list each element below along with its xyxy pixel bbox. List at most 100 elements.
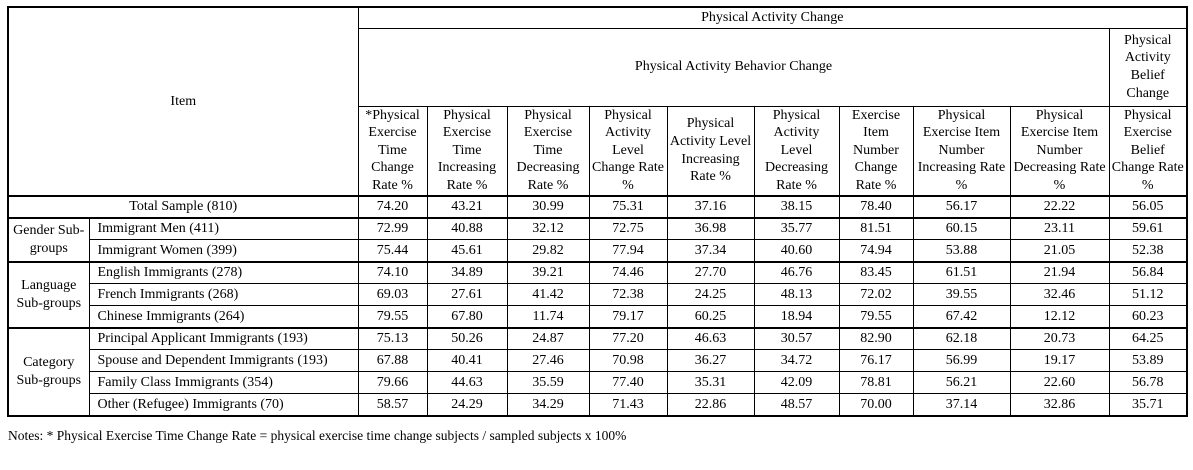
data-cell: 77.40 (588, 371, 668, 395)
data-cell: 56.84 (1108, 260, 1188, 285)
data-cell: 22.22 (1009, 195, 1110, 219)
data-cell: 43.21 (426, 195, 508, 219)
data-cell: 35.31 (666, 371, 755, 395)
data-cell: 36.98 (666, 216, 755, 241)
data-cell: 79.55 (357, 305, 428, 329)
table-row: French Immigrants (268) 69.03 27.61 41.4… (8, 283, 1188, 307)
data-cell: 48.57 (753, 393, 840, 417)
data-cell: 46.63 (666, 326, 755, 351)
data-cell: 67.88 (357, 349, 428, 373)
table-row: Immigrant Women (399) 75.44 45.61 29.82 … (8, 239, 1188, 263)
data-cell: 52.38 (1108, 239, 1188, 263)
data-cell: 38.15 (753, 195, 840, 219)
data-cell: 22.60 (1009, 371, 1110, 395)
column-header: Physical Exercise Time Increasing Rate % (426, 105, 508, 197)
row-label: Spouse and Dependent Immigrants (193) (88, 349, 359, 373)
data-cell: 46.76 (753, 260, 840, 285)
data-cell: 60.15 (912, 216, 1011, 241)
data-cell: 70.98 (588, 349, 668, 373)
data-cell: 67.42 (912, 305, 1011, 329)
data-cell: 60.25 (666, 305, 755, 329)
data-cell: 74.10 (357, 260, 428, 285)
behavior-header-cell: Physical Activity Behavior Change (357, 27, 1110, 107)
table-row: Category Sub-groups Principal Applicant … (7, 326, 1188, 417)
row-label: Total Sample (810) (7, 195, 359, 219)
table-row: Spouse and Dependent Immigrants (193) 67… (8, 349, 1188, 373)
physical-activity-change-table: Item Physical Activity Change Physical A… (7, 6, 1189, 417)
data-cell: 39.21 (506, 260, 590, 285)
data-cell: 24.87 (506, 326, 590, 351)
data-cell: 21.94 (1009, 260, 1110, 285)
data-cell: 24.25 (666, 283, 755, 307)
data-cell: 12.12 (1009, 305, 1110, 329)
table-row: Language Sub-groups English Immigrants (… (7, 260, 1188, 329)
data-cell: 56.99 (912, 349, 1011, 373)
column-header: Physical Exercise Item Number Increasing… (912, 105, 1011, 197)
data-cell: 59.61 (1108, 216, 1188, 241)
data-cell: 75.31 (588, 195, 668, 219)
header-row-top: Item Physical Activity Change (7, 6, 1188, 197)
data-cell: 83.45 (838, 260, 914, 285)
data-cell: 32.86 (1009, 393, 1110, 417)
data-cell: 82.90 (838, 326, 914, 351)
data-cell: 51.12 (1108, 283, 1188, 307)
column-header: Physical Exercise Time Decreasing Rate % (506, 105, 590, 197)
data-cell: 21.05 (1009, 239, 1110, 263)
page: Item Physical Activity Change Physical A… (0, 6, 1193, 470)
data-cell: 48.13 (753, 283, 840, 307)
data-cell: 45.61 (426, 239, 508, 263)
group-label-language: Language Sub-groups (7, 260, 90, 329)
table-row: Family Class Immigrants (354) 79.66 44.6… (8, 371, 1188, 395)
data-cell: 56.78 (1108, 371, 1188, 395)
data-cell: 53.88 (912, 239, 1011, 263)
data-cell: 20.73 (1009, 326, 1110, 351)
data-cell: 27.61 (426, 283, 508, 307)
data-cell: 34.89 (426, 260, 508, 285)
data-cell: 35.71 (1108, 393, 1188, 417)
data-cell: 32.46 (1009, 283, 1110, 307)
data-cell: 37.34 (666, 239, 755, 263)
data-cell: 58.57 (357, 393, 428, 417)
row-label: English Immigrants (278) (88, 260, 359, 285)
data-cell: 74.20 (357, 195, 428, 219)
data-cell: 72.02 (838, 283, 914, 307)
item-header-cell: Item (7, 6, 359, 197)
data-cell: 27.70 (666, 260, 755, 285)
belief-header-cell: Physical Activity Belief Change (1108, 27, 1188, 107)
data-cell: 36.27 (666, 349, 755, 373)
data-cell: 72.38 (588, 283, 668, 307)
data-cell: 35.59 (506, 371, 590, 395)
table-row: Chinese Immigrants (264) 79.55 67.80 11.… (8, 305, 1188, 329)
data-cell: 34.72 (753, 349, 840, 373)
column-header: Physical Activity Level Increasing Rate … (666, 105, 755, 197)
data-cell: 24.29 (426, 393, 508, 417)
data-cell: 76.17 (838, 349, 914, 373)
data-cell: 64.25 (1108, 326, 1188, 351)
data-cell: 34.29 (506, 393, 590, 417)
data-cell: 79.17 (588, 305, 668, 329)
row-label: Other (Refugee) Immigrants (70) (88, 393, 359, 417)
data-cell: 44.63 (426, 371, 508, 395)
data-cell: 78.40 (838, 195, 914, 219)
group-label-gender: Gender Sub-groups (7, 216, 90, 263)
table-row: Other (Refugee) Immigrants (70) 58.57 24… (8, 393, 1188, 417)
data-cell: 79.66 (357, 371, 428, 395)
column-header: Physical Exercise Item Number Decreasing… (1009, 105, 1110, 197)
footnote: Notes: * Physical Exercise Time Change R… (8, 427, 627, 443)
data-cell: 53.89 (1108, 349, 1188, 373)
column-header: Physical Exercise Belief Change Rate % (1108, 105, 1188, 197)
data-cell: 56.21 (912, 371, 1011, 395)
column-header: Exercise Item Number Change Rate % (838, 105, 914, 197)
data-cell: 69.03 (357, 283, 428, 307)
data-cell: 75.44 (357, 239, 428, 263)
header-row-mid: Physical Activity Behavior Change Physic… (8, 27, 1188, 107)
row-label: French Immigrants (268) (88, 283, 359, 307)
column-header: *Physical Exercise Time Change Rate % (357, 105, 428, 197)
data-cell: 56.17 (912, 195, 1011, 219)
data-cell: 42.09 (753, 371, 840, 395)
data-cell: 67.80 (426, 305, 508, 329)
data-cell: 29.82 (506, 239, 590, 263)
data-cell: 50.26 (426, 326, 508, 351)
data-cell: 72.75 (588, 216, 668, 241)
data-cell: 77.20 (588, 326, 668, 351)
